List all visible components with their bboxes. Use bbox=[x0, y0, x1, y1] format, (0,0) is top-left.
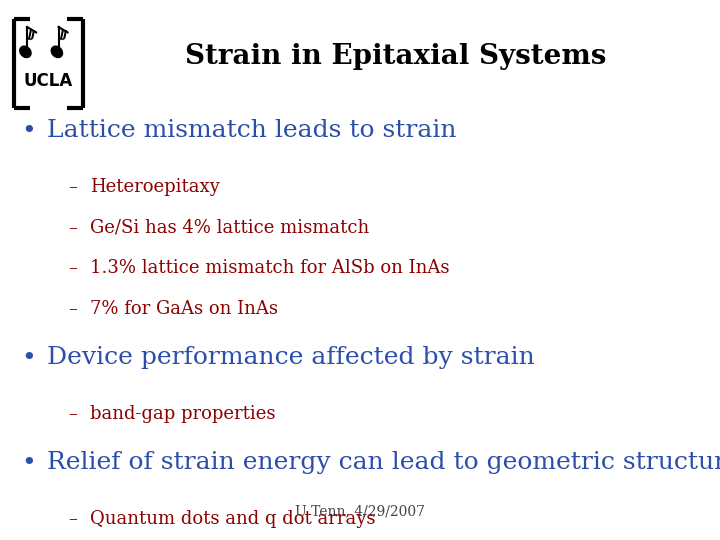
Text: band-gap properties: band-gap properties bbox=[90, 405, 276, 423]
Text: UCLA: UCLA bbox=[24, 72, 73, 90]
Text: 7% for GaAs on InAs: 7% for GaAs on InAs bbox=[90, 300, 278, 318]
Text: Ge/Si has 4% lattice mismatch: Ge/Si has 4% lattice mismatch bbox=[90, 219, 369, 237]
Text: •: • bbox=[22, 346, 36, 369]
Text: –: – bbox=[68, 219, 77, 237]
Text: Heteroepitaxy: Heteroepitaxy bbox=[90, 178, 220, 196]
Text: Lattice mismatch leads to strain: Lattice mismatch leads to strain bbox=[47, 119, 456, 142]
Ellipse shape bbox=[19, 46, 31, 58]
Text: –: – bbox=[68, 178, 77, 196]
Ellipse shape bbox=[51, 46, 63, 58]
Text: JJ: JJ bbox=[28, 30, 36, 39]
Text: Quantum dots and q dot arrays: Quantum dots and q dot arrays bbox=[90, 510, 376, 528]
Text: Device performance affected by strain: Device performance affected by strain bbox=[47, 346, 534, 369]
Text: JJ: JJ bbox=[59, 30, 68, 39]
Text: •: • bbox=[22, 119, 36, 143]
Text: –: – bbox=[68, 300, 77, 318]
Text: –: – bbox=[68, 259, 77, 277]
Text: –: – bbox=[68, 510, 77, 528]
Text: –: – bbox=[68, 405, 77, 423]
Text: •: • bbox=[22, 451, 36, 475]
Text: U Tenn, 4/29/2007: U Tenn, 4/29/2007 bbox=[295, 504, 425, 518]
Text: Strain in Epitaxial Systems: Strain in Epitaxial Systems bbox=[185, 43, 607, 70]
Text: 1.3% lattice mismatch for AlSb on InAs: 1.3% lattice mismatch for AlSb on InAs bbox=[90, 259, 449, 277]
Text: Relief of strain energy can lead to geometric structures: Relief of strain energy can lead to geom… bbox=[47, 451, 720, 474]
